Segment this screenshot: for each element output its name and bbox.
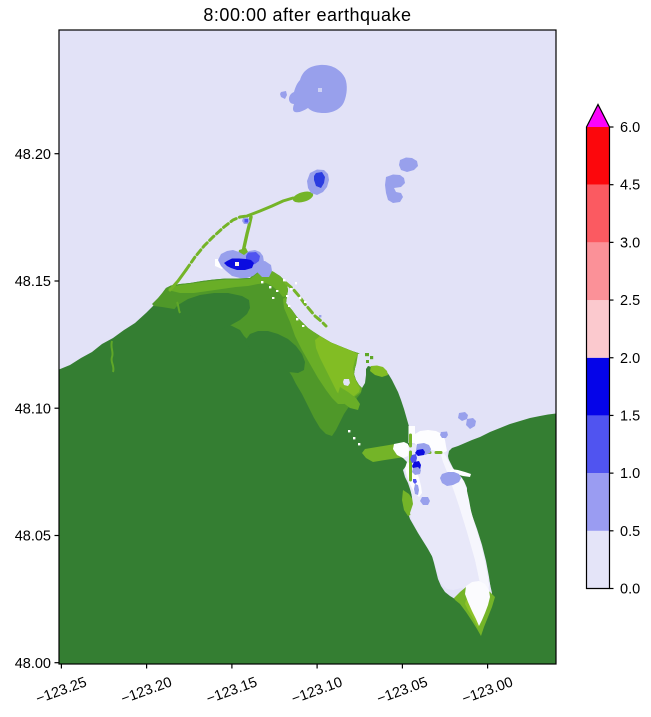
svg-text:48.00: 48.00 bbox=[15, 656, 51, 672]
svg-text:8:00:00 after earthquake: 8:00:00 after earthquake bbox=[203, 5, 411, 25]
svg-text:48.15: 48.15 bbox=[15, 274, 51, 290]
svg-text:2.0: 2.0 bbox=[620, 351, 640, 367]
svg-text:6.0: 6.0 bbox=[620, 120, 640, 136]
svg-text:2.5: 2.5 bbox=[620, 293, 640, 309]
svg-text:3.0: 3.0 bbox=[620, 235, 640, 251]
svg-text:0.0: 0.0 bbox=[620, 582, 640, 598]
svg-text:1.5: 1.5 bbox=[620, 408, 640, 424]
svg-text:48.05: 48.05 bbox=[15, 529, 51, 545]
svg-text:0.5: 0.5 bbox=[620, 524, 640, 540]
svg-text:1.0: 1.0 bbox=[620, 466, 640, 482]
svg-text:4.5: 4.5 bbox=[620, 178, 640, 194]
svg-text:48.20: 48.20 bbox=[15, 147, 51, 163]
svg-text:48.10: 48.10 bbox=[15, 401, 51, 417]
